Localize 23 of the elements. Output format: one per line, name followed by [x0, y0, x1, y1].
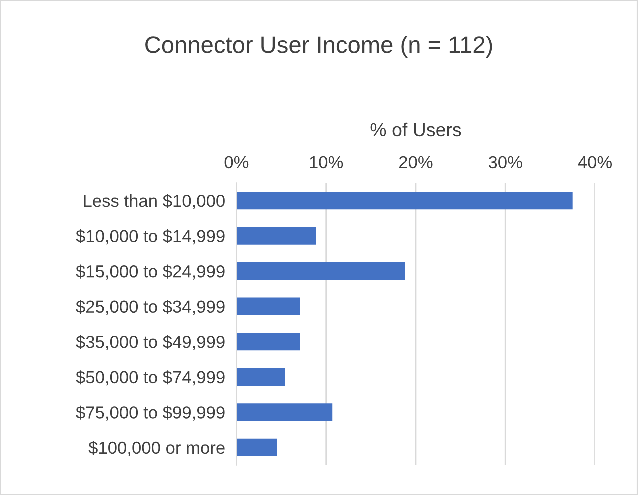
bar	[236, 333, 300, 351]
bar	[236, 404, 333, 422]
x-tick-label: 10%	[310, 156, 344, 169]
x-tick-label: 20%	[399, 156, 433, 169]
x-axis-title: % of Users	[370, 122, 462, 137]
bar	[236, 438, 278, 456]
y-tick-label: $35,000 to $49,999	[76, 335, 225, 350]
chart-title: Connector User Income (n = 112)	[146, 36, 492, 58]
y-tick-label: $50,000 to $74,999	[76, 370, 225, 386]
bar	[236, 368, 286, 386]
y-tick-label: $100,000 or more	[88, 441, 225, 456]
bar	[236, 262, 406, 280]
x-tick-label: 40%	[578, 156, 612, 169]
x-tick-label: 0%	[224, 156, 249, 169]
x-tick-label: 30%	[488, 156, 522, 169]
y-tick-label: $75,000 to $99,999	[76, 406, 225, 421]
y-tick-label: $10,000 to $14,999	[76, 229, 225, 245]
bar	[236, 192, 573, 210]
bar	[236, 298, 300, 316]
bar	[236, 227, 316, 245]
y-tick-label: $25,000 to $34,999	[76, 300, 225, 316]
y-tick-label: $15,000 to $24,999	[76, 264, 225, 280]
y-tick-label: Less than $10,000	[84, 194, 225, 210]
